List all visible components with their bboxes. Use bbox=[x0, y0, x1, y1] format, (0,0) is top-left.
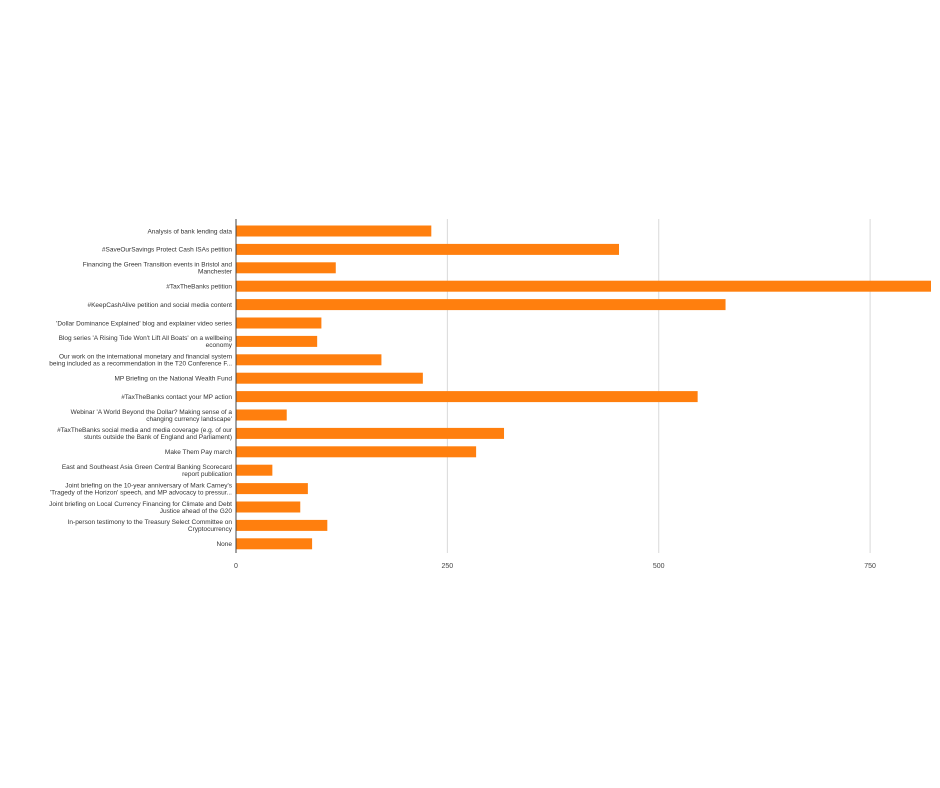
category-label: economy bbox=[206, 342, 233, 349]
category-label: MP Briefing on the National Wealth Fund bbox=[114, 376, 232, 383]
bar bbox=[236, 538, 313, 550]
bar bbox=[236, 446, 477, 458]
category-labels: Analysis of bank lending data #SaveOurSav… bbox=[49, 228, 233, 548]
x-tick-label: 0 bbox=[234, 563, 238, 570]
category-label: being included as a recommendation in th… bbox=[49, 361, 232, 368]
category-label: Webinar 'A World Beyond the Dollar? Maki… bbox=[71, 409, 233, 416]
x-axis-ticks: 0 250 500 750 bbox=[234, 563, 876, 570]
bar bbox=[236, 501, 301, 513]
bar bbox=[236, 354, 382, 366]
bar bbox=[236, 243, 620, 255]
category-label: report publication bbox=[182, 471, 232, 478]
bar bbox=[236, 464, 273, 476]
bar bbox=[236, 280, 931, 292]
category-label: Make Them Pay march bbox=[165, 449, 232, 456]
bar bbox=[236, 427, 505, 439]
category-label: East and Southeast Asia Green Central Ba… bbox=[62, 464, 233, 471]
category-label: Cryptocurrency bbox=[188, 526, 233, 533]
category-label: Manchester bbox=[198, 269, 233, 276]
category-label: Financing the Green Transition events in… bbox=[83, 262, 233, 269]
category-label: Blog series 'A Rising Tide Won't Lift Al… bbox=[59, 335, 233, 342]
bar bbox=[236, 372, 423, 384]
category-label: Joint briefing on Local Currency Financi… bbox=[49, 501, 232, 508]
bar bbox=[236, 391, 698, 403]
bar bbox=[236, 299, 726, 311]
category-label: #TaxTheBanks contact your MP action bbox=[121, 394, 232, 401]
bar bbox=[236, 409, 287, 421]
category-label: #TaxTheBanks social media and media cove… bbox=[57, 427, 233, 434]
category-label: stunts outside the Bank of England and P… bbox=[84, 434, 232, 441]
bar bbox=[236, 225, 432, 237]
category-label: 'Tragedy of the Horizon' speech, and MP … bbox=[50, 489, 232, 496]
bar bbox=[236, 519, 328, 531]
x-tick-label: 500 bbox=[653, 563, 665, 570]
category-label: 'Dollar Dominance Explained' blog and ex… bbox=[56, 320, 233, 327]
category-label: Analysis of bank lending data bbox=[147, 228, 232, 235]
bar bbox=[236, 262, 336, 274]
category-label: In-person testimony to the Treasury Sele… bbox=[68, 519, 233, 526]
gridlines bbox=[446, 219, 871, 553]
bar bbox=[236, 335, 318, 347]
x-tick-label: 750 bbox=[864, 563, 876, 570]
category-label: changing currency landscape' bbox=[146, 416, 232, 423]
bar bbox=[236, 317, 322, 329]
category-label: Our work on the international monetary a… bbox=[59, 354, 232, 361]
x-tick-label: 250 bbox=[442, 563, 454, 570]
bars bbox=[236, 225, 931, 550]
category-label: #KeepCashAlive petition and social media… bbox=[87, 302, 232, 309]
category-label: #SaveOurSavings Protect Cash ISAs petiti… bbox=[102, 247, 232, 254]
category-label: None bbox=[216, 541, 232, 548]
category-label: #TaxTheBanks petition bbox=[166, 284, 232, 291]
category-label: Joint briefing on the 10-year anniversar… bbox=[65, 482, 232, 489]
bar bbox=[236, 483, 308, 495]
category-label: Justice ahead of the G20 bbox=[160, 508, 233, 515]
